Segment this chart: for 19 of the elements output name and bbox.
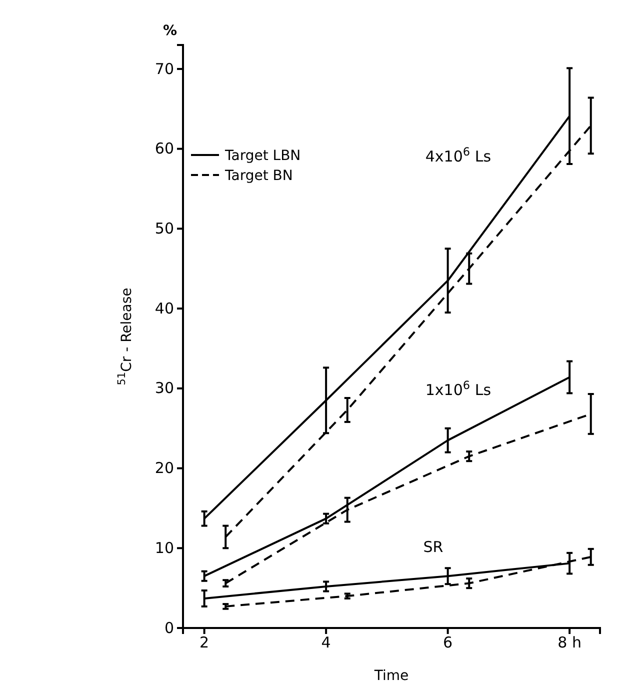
x-axis-title: Time	[373, 668, 409, 684]
y-tick-label: 20	[154, 459, 174, 478]
annotation: SR	[423, 538, 444, 556]
legend-label: Target LBN	[224, 148, 301, 164]
x-tick-label: 8 h	[558, 634, 582, 652]
y-tick-label: 30	[154, 379, 174, 398]
y-tick-label: 0	[164, 618, 174, 637]
x-tick-label: 6	[443, 634, 453, 652]
text: %	[162, 23, 177, 39]
annotation: 4x10$^{6}$ Ls	[425, 145, 492, 166]
y-tick-label: 60	[154, 140, 174, 158]
y-tick-label: 50	[154, 219, 174, 238]
x-tick-label: 2	[200, 634, 210, 652]
y-tick-label: 10	[154, 538, 174, 557]
x-tick-label: 4	[321, 634, 331, 652]
y-tick-label: 70	[154, 60, 174, 78]
legend-label: Target BN	[224, 168, 293, 184]
y-tick-label: 40	[154, 299, 174, 318]
annotation: 1x10$^{6}$ Ls	[425, 378, 492, 399]
